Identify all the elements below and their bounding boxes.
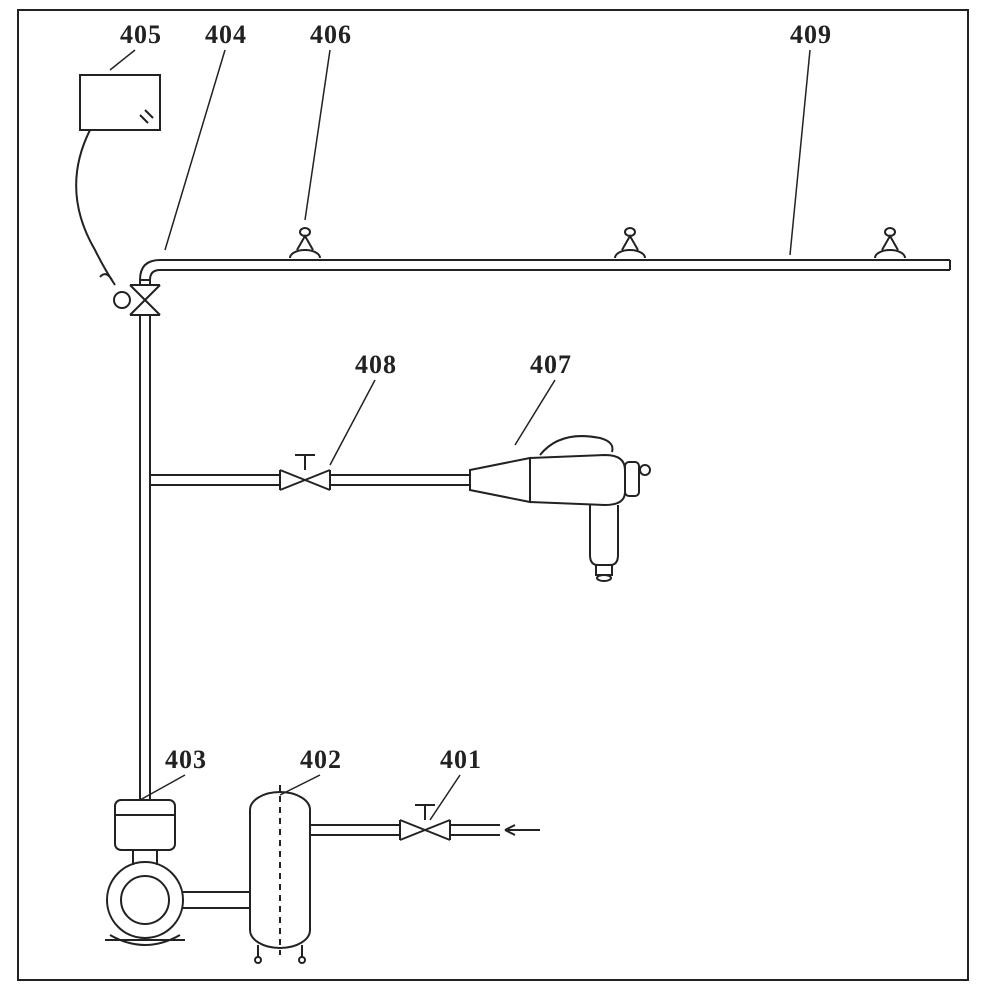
label-409: 409	[790, 20, 832, 50]
label-402: 402	[300, 745, 342, 775]
label-407: 407	[530, 350, 572, 380]
spray-gun-407	[470, 436, 650, 581]
nozzle-406-3	[875, 228, 905, 258]
diagram-root: 401 402 403 404 405 406 407 408 409	[0, 0, 985, 1000]
nozzle-406-2	[615, 228, 645, 258]
label-404: 404	[205, 20, 247, 50]
wire-405-to-404	[76, 130, 115, 285]
label-406: 406	[310, 20, 352, 50]
nozzle-406-1	[290, 228, 320, 258]
label-405: 405	[120, 20, 162, 50]
piping-diagram	[0, 0, 985, 1000]
label-401: 401	[440, 745, 482, 775]
valve-408	[280, 455, 330, 490]
valve-401	[400, 805, 450, 840]
callout-leaders	[110, 50, 810, 820]
pump-403	[105, 800, 245, 945]
solenoid-valve-404	[114, 285, 160, 315]
label-408: 408	[355, 350, 397, 380]
tank-402	[245, 785, 400, 963]
label-403: 403	[165, 745, 207, 775]
